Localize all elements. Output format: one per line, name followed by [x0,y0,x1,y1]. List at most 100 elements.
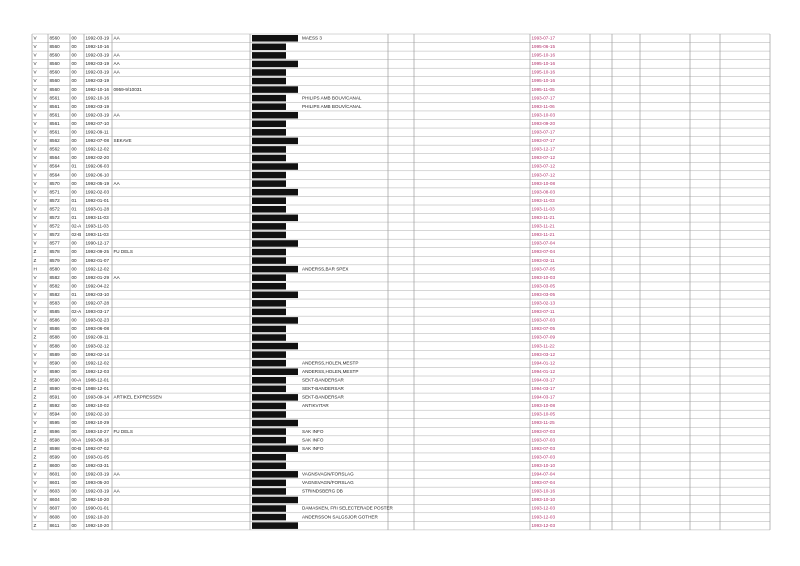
cell-text: 1993-07-04 [532,480,556,485]
redaction [252,325,286,333]
cell-text: AA [114,61,121,66]
cell-text: 00 [72,283,78,288]
cell-text: PHILIPS AMB BOUV/CANAL [302,95,362,100]
cell-text: V [34,206,38,211]
redaction [252,163,298,170]
cell-text: 8582 [50,275,61,280]
cell-text: 8600 [50,463,61,468]
cell-text: 8592 [50,403,61,408]
cell-text: 8598 [50,446,61,451]
cell-text: V [34,275,38,280]
cell-text: 00 [72,35,78,40]
cell-text: 8564 [50,164,61,169]
redaction [252,180,286,187]
cell-text: 8589 [50,352,61,357]
cell-text: 1993-11-03 [532,198,556,203]
cell-text: 1993-11-03 [86,224,110,229]
cell-text: 1995-10-16 [532,53,556,58]
cell-text: 1993-11-06 [532,104,556,109]
cell-text: VAGNSVAGN/FORSLAG [302,472,354,477]
cell-text: 8564 [50,172,61,177]
cell-text: AA [114,275,121,280]
cell-text: 0959-9/10031 [114,87,143,92]
cell-text: Z [34,403,37,408]
cell-text: V [34,112,38,117]
cell-text: Z [34,386,37,391]
cell-text: 8586 [50,318,61,323]
cell-text: V [34,232,38,237]
cell-text: Z [34,523,37,528]
cell-text: V [34,198,38,203]
cell-text: 1992-07-10 [86,121,110,126]
cell-text: 1993-02-11 [532,258,556,263]
cell-text: SEKAVE [114,138,132,143]
cell-text: V [34,35,38,40]
cell-text: V [34,292,38,297]
cell-text: AA [114,70,121,75]
redaction [252,308,286,316]
cell-text: FU DELS [114,249,133,254]
redaction [252,377,286,384]
cell-text: 8560 [50,61,61,66]
redaction [252,385,286,393]
cell-text: 8572 [50,232,61,237]
cell-text: 8583 [50,301,61,306]
redaction [252,428,286,435]
cell-text: 00 [72,147,78,152]
cell-text: 1993-07-03 [532,429,556,434]
cell-text: 8590 [50,377,61,382]
cell-text: 1993-07-12 [532,164,556,169]
redaction [252,94,286,102]
cell-text: 1988-12-01 [86,377,110,382]
redaction [252,77,286,85]
redaction [252,60,298,68]
cell-text: V [34,420,38,425]
cell-text: 8564 [50,155,61,160]
cell-text: 00 [72,87,78,92]
cell-text: 00 [72,266,78,271]
cell-text: 1992-02-14 [86,352,110,357]
cell-text: 00 [72,395,78,400]
cell-text: 1992-10-16 [86,44,110,49]
cell-text: STRINDSBERG DB [302,489,343,494]
cell-text: 1995-11-05 [532,87,556,92]
cell-text: 1993-06-08 [86,326,110,331]
redaction [252,359,286,367]
cell-text: SEKT-BANDERSAR [302,395,345,400]
cell-text: 1990-01-01 [86,506,110,511]
cell-text: SAK INFO [302,437,324,442]
cell-text: V [34,130,38,135]
cell-text: 8561 [50,112,61,117]
redaction [252,103,286,110]
cell-text: V [34,164,38,169]
cell-text: 1993-11-03 [86,215,110,220]
cell-text: 1992-03-31 [86,463,110,468]
cell-text: 1994-03-17 [532,386,556,391]
cell-text: 8590 [50,369,61,374]
cell-text: SEKT-BANDERSAR [302,386,345,391]
cell-text: 8570 [50,181,61,186]
cell-text: ARTIKEL EXPRESSEN [114,395,162,400]
cell-text: 1994-01-12 [532,360,556,365]
cell-text: 1992-10-20 [86,497,110,502]
cell-text: V [34,95,38,100]
cell-text: 1994-03-17 [532,395,556,400]
redaction [252,120,286,128]
redaction [252,471,298,478]
cell-text: 1993-07-03 [532,318,556,323]
cell-text: Z [34,463,37,468]
cell-text: 8596 [50,429,61,434]
cell-text: 1992-09-25 [86,249,110,254]
redaction [252,453,286,461]
redaction [252,513,286,521]
cell-text: 8598 [50,437,61,442]
cell-text: 00 [72,44,78,49]
cell-text: DAMASKEN, FRI SELECTERADE POSTER [302,506,394,511]
cell-text: 8588 [50,335,61,340]
cell-text: 00 [72,189,78,194]
cell-text: 00 [72,497,78,502]
cell-text: 8560 [50,53,61,58]
cell-text: ANDERSS,HOLEN,MESTP [302,369,358,374]
cell-text: V [34,155,38,160]
redaction [252,248,286,256]
